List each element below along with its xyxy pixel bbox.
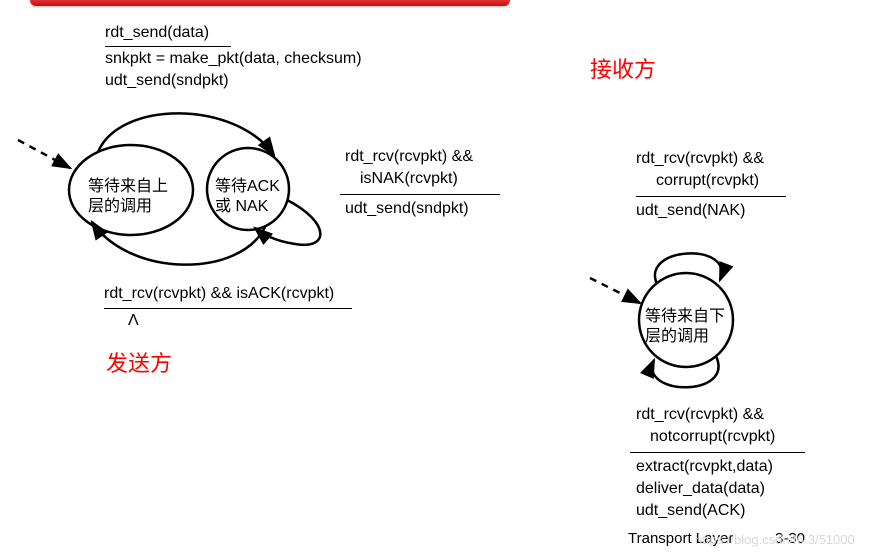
receiver-title: 接收方 <box>590 52 656 84</box>
sender-initial-arrow <box>18 140 70 168</box>
top-red-edge <box>30 0 510 6</box>
sender-top-action-1: snkpkt = make_pkt(data, checksum) <box>105 50 362 68</box>
receiver-top-action: udt_send(NAK) <box>636 202 745 220</box>
sender-state2-text-2: 或 NAK <box>215 192 268 216</box>
receiver-bottom-action-3: udt_send(ACK) <box>636 502 745 520</box>
receiver-top-event-1: rdt_rcv(rcvpkt) && <box>636 150 764 168</box>
sender-state1-text-2: 层的调用 <box>88 192 152 216</box>
receiver-top-event-2: corrupt(rcvpkt) <box>656 172 759 190</box>
sender-self-divider <box>340 194 500 195</box>
sender-bottom-action: Λ <box>128 312 139 330</box>
receiver-top-divider <box>636 196 786 197</box>
sender-top-divider <box>105 46 231 47</box>
receiver-bottom-event-2: notcorrupt(rcvpkt) <box>650 428 775 446</box>
sender-bottom-divider <box>104 308 352 309</box>
receiver-initial-arrow <box>590 278 640 303</box>
sender-top-event: rdt_send(data) <box>105 24 209 42</box>
receiver-bottom-action-1: extract(rcvpkt,data) <box>636 458 773 476</box>
sender-self-event-1: rdt_rcv(rcvpkt) && <box>345 148 473 166</box>
receiver-state-text-2: 层的调用 <box>645 322 709 346</box>
sender-self-event-2: isNAK(rcvpkt) <box>360 170 458 188</box>
receiver-bottom-action-2: deliver_data(data) <box>636 480 765 498</box>
sender-bottom-event: rdt_rcv(rcvpkt) && isACK(rcvpkt) <box>104 285 334 303</box>
receiver-bottom-event-1: rdt_rcv(rcvpkt) && <box>636 406 764 424</box>
sender-self-action: udt_send(sndpkt) <box>345 200 469 218</box>
footer-watermark: https://blog.csdn46.3/51000 <box>695 532 855 547</box>
sender-top-action-2: udt_send(sndpkt) <box>105 72 229 90</box>
sender-title: 发送方 <box>106 346 172 378</box>
receiver-bottom-divider <box>630 452 805 453</box>
